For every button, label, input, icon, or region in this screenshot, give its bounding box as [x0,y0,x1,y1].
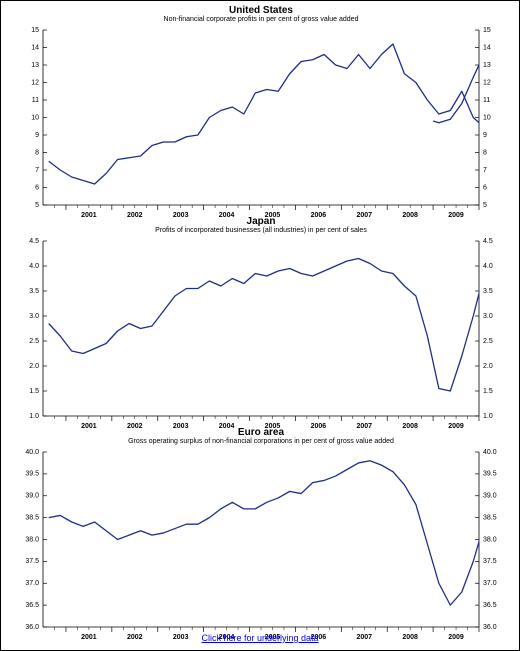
svg-text:37.5: 37.5 [483,558,497,565]
svg-text:11: 11 [32,97,39,104]
svg-text:13: 13 [31,62,39,69]
svg-text:15: 15 [31,27,39,34]
svg-text:7: 7 [483,167,487,174]
chart-subtitle: Non-financial corporate profits in per c… [1,16,520,24]
svg-text:40.0: 40.0 [25,449,39,456]
svg-text:1.0: 1.0 [29,413,39,420]
chart-subtitle: Gross operating surplus of non-financial… [1,438,520,446]
svg-text:2.0: 2.0 [483,363,493,370]
svg-text:39.0: 39.0 [25,492,39,499]
svg-text:38.5: 38.5 [25,514,39,521]
svg-text:1.0: 1.0 [483,413,493,420]
svg-text:38.5: 38.5 [483,514,497,521]
svg-text:1.5: 1.5 [483,388,493,395]
svg-text:11: 11 [483,97,490,104]
chart-svg-japan: 1.0 1.0 1.5 1.5 2.0 2.0 2.5 2.5 3.0 3.0 3.5 3.5 4.0 4… [1,237,520,434]
svg-text:7: 7 [35,167,39,174]
chart-title: United States [1,5,520,16]
svg-text:37.0: 37.0 [483,580,497,587]
svg-text:1.5: 1.5 [29,388,39,395]
svg-text:3.5: 3.5 [483,288,493,295]
svg-text:39.0: 39.0 [483,492,497,499]
svg-text:15: 15 [483,27,491,34]
chart-panel-us: United StatesNon-financial corporate pro… [1,5,520,223]
svg-text:14: 14 [31,44,39,51]
svg-text:14: 14 [483,44,491,51]
svg-text:37.5: 37.5 [25,558,39,565]
svg-text:4.5: 4.5 [483,238,493,245]
svg-text:4.5: 4.5 [29,238,39,245]
svg-text:5: 5 [483,202,487,209]
svg-text:13: 13 [483,62,491,69]
svg-text:38.0: 38.0 [25,536,39,543]
data-line [49,460,479,604]
chart-subtitle: Profits of incorporated businesses (all … [1,227,520,235]
svg-text:12: 12 [31,79,39,86]
data-line [49,44,479,184]
svg-text:39.5: 39.5 [483,470,497,477]
svg-text:2.0: 2.0 [29,363,39,370]
svg-text:37.0: 37.0 [25,580,39,587]
svg-text:36.5: 36.5 [483,602,497,609]
svg-text:3.0: 3.0 [483,313,493,320]
svg-text:36.0: 36.0 [25,624,39,631]
svg-text:6: 6 [483,184,487,191]
svg-text:3.0: 3.0 [29,313,39,320]
data-line [49,258,479,391]
chart-panel-japan: JapanProfits of incorporated businesses … [1,216,520,434]
svg-text:3.5: 3.5 [29,288,39,295]
svg-text:4.0: 4.0 [483,263,493,270]
svg-text:12: 12 [483,79,491,86]
chart-svg-us: 5566778899101011111212131314141515200120… [1,26,520,223]
page: United StatesNon-financial corporate pro… [0,0,520,651]
svg-text:4.0: 4.0 [29,263,39,270]
svg-text:2.5: 2.5 [29,338,39,345]
svg-text:5: 5 [35,202,39,209]
svg-text:10: 10 [483,114,491,121]
svg-text:36.5: 36.5 [25,602,39,609]
svg-text:36.0: 36.0 [483,624,497,631]
svg-text:6: 6 [35,184,39,191]
chart-title: Euro area [1,427,520,438]
svg-text:9: 9 [35,132,39,139]
svg-text:2.5: 2.5 [483,338,493,345]
chart-panel-euro: Euro areaGross operating surplus of non-… [1,427,520,645]
svg-text:8: 8 [35,149,39,156]
chart-svg-euro: 36.0 36.0 36.5 36.5 37.0 37.0 37.5 37.5 38.0 38.0… [1,448,520,645]
svg-text:38.0: 38.0 [483,536,497,543]
svg-text:10: 10 [31,114,39,121]
underlying-data-link-row: Click here for underlying data [1,633,519,643]
svg-text:39.5: 39.5 [25,470,39,477]
svg-text:8: 8 [483,149,487,156]
svg-text:40.0: 40.0 [483,449,497,456]
svg-text:9: 9 [483,132,487,139]
chart-title: Japan [1,216,520,227]
underlying-data-link[interactable]: Click here for underlying data [201,633,318,643]
